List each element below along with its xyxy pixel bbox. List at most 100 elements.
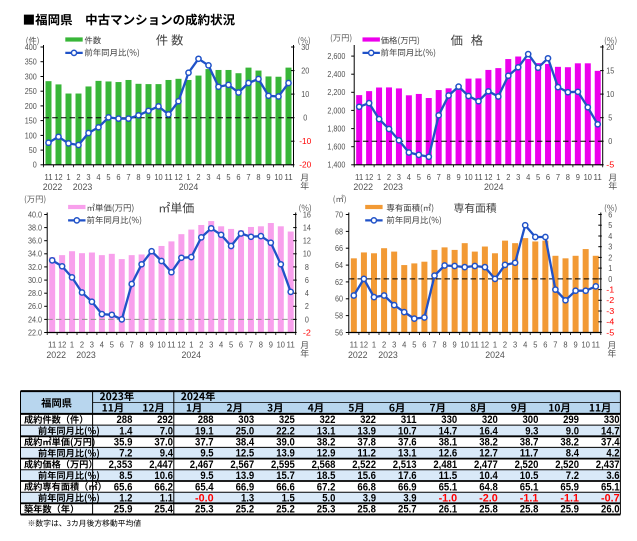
svg-text:12: 12	[174, 172, 183, 182]
svg-text:7.2: 7.2	[119, 448, 132, 460]
svg-text:50: 50	[29, 146, 37, 155]
svg-text:11: 11	[284, 172, 293, 182]
svg-text:4: 4	[219, 340, 224, 350]
svg-text:-2.0: -2.0	[479, 492, 498, 504]
svg-text:11.5: 11.5	[439, 470, 458, 482]
svg-text:2,522: 2,522	[352, 459, 376, 471]
svg-text:1: 1	[372, 340, 377, 350]
svg-text:13.9: 13.9	[357, 425, 376, 437]
svg-text:9: 9	[576, 172, 581, 182]
svg-text:3: 3	[209, 340, 214, 350]
svg-text:22.2: 22.2	[276, 425, 295, 437]
svg-text:10.6: 10.6	[154, 470, 173, 482]
svg-text:2024: 2024	[485, 350, 505, 360]
svg-text:11: 11	[350, 340, 359, 350]
svg-text:2: 2	[76, 172, 81, 182]
svg-text:-3: -3	[606, 307, 615, 316]
svg-text:350: 350	[25, 58, 37, 67]
svg-text:11: 11	[592, 340, 601, 350]
svg-text:13.1: 13.1	[398, 448, 417, 460]
svg-text:12: 12	[365, 172, 374, 182]
svg-text:12: 12	[58, 340, 67, 350]
svg-text:4: 4	[402, 340, 407, 350]
svg-text:400: 400	[25, 43, 37, 52]
svg-text:3.9: 3.9	[363, 492, 376, 504]
svg-text:8: 8	[566, 172, 571, 182]
svg-text:5: 5	[533, 340, 538, 350]
svg-text:322: 322	[360, 414, 376, 426]
svg-text:3.6: 3.6	[606, 470, 619, 482]
svg-text:2: 2	[503, 340, 508, 350]
svg-text:11: 11	[164, 172, 173, 182]
svg-text:325: 325	[279, 414, 295, 426]
svg-text:11.2: 11.2	[357, 448, 376, 460]
svg-text:8: 8	[305, 263, 309, 272]
svg-text:66: 66	[335, 244, 343, 253]
svg-text:8: 8	[140, 340, 145, 350]
svg-text:330: 330	[604, 414, 620, 426]
svg-text:5: 5	[536, 172, 541, 182]
svg-text:65.4: 65.4	[195, 481, 214, 493]
svg-text:2,467: 2,467	[190, 459, 214, 471]
svg-text:38.1: 38.1	[439, 437, 458, 449]
svg-text:303: 303	[238, 414, 254, 426]
svg-text:65.6: 65.6	[114, 481, 133, 493]
svg-text:12: 12	[303, 237, 311, 246]
svg-text:65.1: 65.1	[601, 481, 620, 493]
svg-text:8: 8	[259, 340, 264, 350]
svg-text:12: 12	[481, 340, 490, 350]
svg-text:65.9: 65.9	[560, 481, 579, 493]
svg-text:38.0: 38.0	[28, 224, 42, 233]
svg-text:12: 12	[360, 340, 369, 350]
svg-text:-1: -1	[606, 286, 615, 295]
svg-text:311: 311	[401, 414, 417, 426]
svg-text:8.5: 8.5	[119, 470, 132, 482]
svg-text:4: 4	[526, 172, 531, 182]
svg-text:16: 16	[303, 210, 311, 219]
svg-text:4: 4	[305, 289, 309, 298]
svg-text:66.8: 66.8	[357, 481, 376, 493]
svg-text:2,481: 2,481	[433, 459, 457, 471]
svg-text:2,000: 2,000	[327, 106, 345, 115]
svg-text:65.1: 65.1	[520, 481, 539, 493]
svg-text:25.9: 25.9	[560, 504, 579, 516]
svg-text:64: 64	[335, 261, 343, 270]
svg-text:288: 288	[117, 414, 133, 426]
svg-text:1.5: 1.5	[282, 492, 295, 504]
svg-text:2,600: 2,600	[327, 52, 345, 61]
svg-text:10: 10	[157, 340, 166, 350]
svg-text:9: 9	[146, 172, 151, 182]
svg-text:2022: 2022	[348, 350, 368, 360]
svg-text:2022: 2022	[46, 350, 66, 360]
svg-text:12.9: 12.9	[317, 448, 336, 460]
svg-text:6: 6	[236, 172, 241, 182]
svg-text:38.2: 38.2	[479, 437, 498, 449]
svg-text:9.5: 9.5	[200, 448, 213, 460]
svg-text:12.5: 12.5	[236, 448, 255, 460]
svg-text:9: 9	[269, 340, 274, 350]
svg-text:288: 288	[198, 414, 214, 426]
svg-text:2,400: 2,400	[327, 70, 345, 79]
svg-text:25.8: 25.8	[479, 504, 498, 516]
svg-text:2,477: 2,477	[474, 459, 498, 471]
svg-text:250: 250	[25, 87, 37, 96]
svg-text:-5: -5	[606, 328, 615, 337]
svg-text:25.3: 25.3	[317, 504, 336, 516]
svg-text:5: 5	[229, 340, 234, 350]
svg-text:12: 12	[177, 340, 186, 350]
svg-text:6: 6	[120, 340, 125, 350]
svg-text:26.0: 26.0	[601, 504, 620, 516]
svg-text:8: 8	[136, 172, 141, 182]
svg-text:1: 1	[377, 172, 382, 182]
svg-text:10: 10	[464, 172, 473, 182]
svg-text:1.1: 1.1	[160, 492, 173, 504]
svg-text:2,520: 2,520	[515, 459, 539, 471]
svg-text:65.1: 65.1	[439, 481, 458, 493]
svg-text:-10: -10	[299, 137, 312, 146]
svg-text:4: 4	[216, 172, 221, 182]
svg-text:-4: -4	[606, 318, 615, 327]
svg-text:0: 0	[608, 275, 612, 284]
svg-text:0: 0	[303, 114, 307, 123]
svg-text:7: 7	[130, 340, 135, 350]
svg-text:-2: -2	[303, 328, 312, 337]
